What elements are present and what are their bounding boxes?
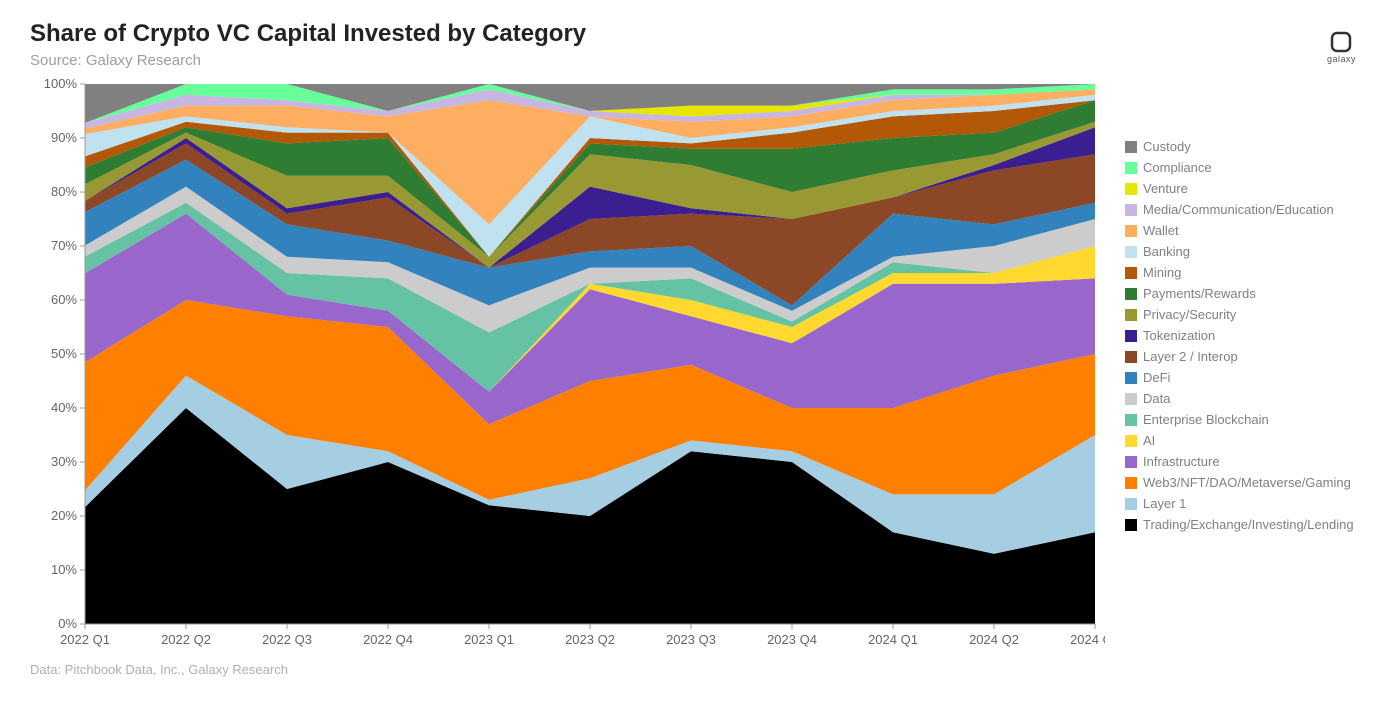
x-tick-label: 2023 Q1 xyxy=(464,632,514,647)
galaxy-logo: galaxy xyxy=(1327,30,1356,64)
legend-swatch xyxy=(1125,351,1137,363)
y-tick-label: 90% xyxy=(51,130,77,145)
legend-label: Data xyxy=(1143,391,1170,406)
legend-item: Trading/Exchange/Investing/Lending xyxy=(1125,517,1354,532)
legend-swatch xyxy=(1125,246,1137,258)
legend-swatch xyxy=(1125,498,1137,510)
legend: Custody Compliance Venture Media/Communicat… xyxy=(1125,139,1354,538)
x-tick-label: 2024 Q1 xyxy=(868,632,918,647)
legend-label: Privacy/Security xyxy=(1143,307,1236,322)
legend-label: Venture xyxy=(1143,181,1188,196)
legend-swatch xyxy=(1125,330,1137,342)
legend-item: Media/Communication/Education xyxy=(1125,202,1354,217)
legend-swatch xyxy=(1125,519,1137,531)
legend-label: Web3/NFT/DAO/Metaverse/Gaming xyxy=(1143,475,1351,490)
legend-swatch xyxy=(1125,267,1137,279)
legend-swatch xyxy=(1125,414,1137,426)
legend-item: Data xyxy=(1125,391,1354,406)
y-tick-label: 100% xyxy=(44,79,78,91)
legend-swatch xyxy=(1125,225,1137,237)
legend-label: Layer 2 / Interop xyxy=(1143,349,1238,364)
legend-label: Custody xyxy=(1143,139,1191,154)
galaxy-logo-icon xyxy=(1329,30,1353,54)
legend-item: Enterprise Blockchain xyxy=(1125,412,1354,427)
legend-swatch xyxy=(1125,204,1137,216)
y-tick-label: 70% xyxy=(51,238,77,253)
legend-item: Web3/NFT/DAO/Metaverse/Gaming xyxy=(1125,475,1354,490)
legend-item: Layer 2 / Interop xyxy=(1125,349,1354,364)
legend-item: Tokenization xyxy=(1125,328,1354,343)
x-tick-label: 2023 Q4 xyxy=(767,632,817,647)
y-tick-label: 80% xyxy=(51,184,77,199)
x-tick-label: 2022 Q1 xyxy=(60,632,110,647)
legend-swatch xyxy=(1125,435,1137,447)
legend-swatch xyxy=(1125,372,1137,384)
legend-item: Wallet xyxy=(1125,223,1354,238)
chart-body: 0% 10% 20% 30% 40% 50% 60% 70% 80% 90% 100% 2022 Q1… xyxy=(30,79,1366,654)
legend-swatch xyxy=(1125,477,1137,489)
x-tick-label: 2024 Q2 xyxy=(969,632,1019,647)
legend-swatch xyxy=(1125,141,1137,153)
legend-label: Infrastructure xyxy=(1143,454,1220,469)
legend-swatch xyxy=(1125,183,1137,195)
y-tick-label: 50% xyxy=(51,346,77,361)
x-tick-label: 2024 Q3 xyxy=(1070,632,1105,647)
legend-item: Infrastructure xyxy=(1125,454,1354,469)
legend-item: Compliance xyxy=(1125,160,1354,175)
stacked-area-chart: 0% 10% 20% 30% 40% 50% 60% 70% 80% 90% 100% 2022 Q1… xyxy=(30,79,1105,654)
x-tick-label: 2023 Q3 xyxy=(666,632,716,647)
legend-label: Wallet xyxy=(1143,223,1179,238)
data-source-footer: Data: Pitchbook Data, Inc., Galaxy Resea… xyxy=(30,662,1366,677)
y-tick-label: 60% xyxy=(51,292,77,307)
legend-item: Privacy/Security xyxy=(1125,307,1354,322)
legend-item: Venture xyxy=(1125,181,1354,196)
chart-container: galaxy Share of Crypto VC Capital Invest… xyxy=(0,0,1396,710)
legend-label: Layer 1 xyxy=(1143,496,1186,511)
legend-label: Enterprise Blockchain xyxy=(1143,412,1269,427)
x-tick-label: 2022 Q2 xyxy=(161,632,211,647)
legend-label: Trading/Exchange/Investing/Lending xyxy=(1143,517,1354,532)
y-tick-label: 30% xyxy=(51,454,77,469)
y-tick-label: 0% xyxy=(58,616,77,631)
legend-label: Payments/Rewards xyxy=(1143,286,1256,301)
x-tick-label: 2023 Q2 xyxy=(565,632,615,647)
legend-item: Custody xyxy=(1125,139,1354,154)
legend-item: DeFi xyxy=(1125,370,1354,385)
galaxy-logo-text: galaxy xyxy=(1327,54,1356,64)
legend-swatch xyxy=(1125,162,1137,174)
y-tick-label: 10% xyxy=(51,562,77,577)
legend-label: Media/Communication/Education xyxy=(1143,202,1334,217)
legend-swatch xyxy=(1125,288,1137,300)
y-tick-label: 40% xyxy=(51,400,77,415)
x-tick-label: 2022 Q4 xyxy=(363,632,413,647)
legend-item: Layer 1 xyxy=(1125,496,1354,511)
legend-swatch xyxy=(1125,456,1137,468)
legend-swatch xyxy=(1125,393,1137,405)
y-tick-label: 20% xyxy=(51,508,77,523)
legend-label: Banking xyxy=(1143,244,1190,259)
legend-label: Mining xyxy=(1143,265,1181,280)
legend-item: Banking xyxy=(1125,244,1354,259)
legend-item: Mining xyxy=(1125,265,1354,280)
legend-label: Tokenization xyxy=(1143,328,1215,343)
legend-item: AI xyxy=(1125,433,1354,448)
chart-title: Share of Crypto VC Capital Invested by C… xyxy=(30,20,1366,48)
legend-item: Payments/Rewards xyxy=(1125,286,1354,301)
chart-subtitle: Source: Galaxy Research xyxy=(30,52,1366,69)
legend-label: AI xyxy=(1143,433,1155,448)
legend-label: DeFi xyxy=(1143,370,1170,385)
legend-swatch xyxy=(1125,309,1137,321)
x-tick-label: 2022 Q3 xyxy=(262,632,312,647)
legend-label: Compliance xyxy=(1143,160,1212,175)
